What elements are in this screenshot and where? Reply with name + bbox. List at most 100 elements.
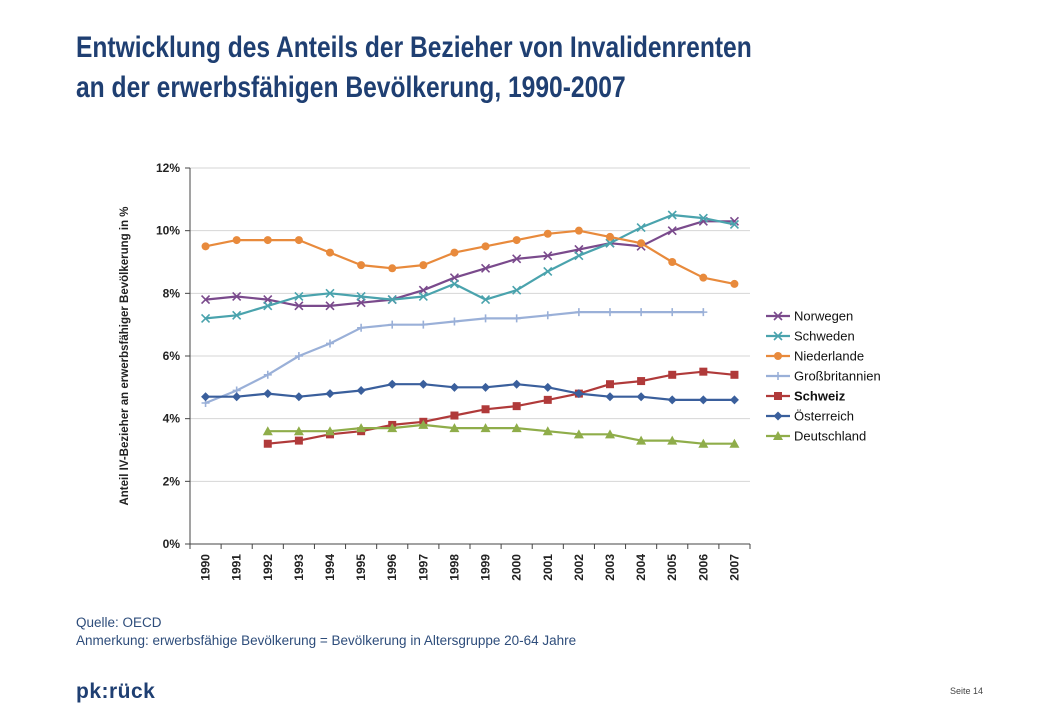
data-point-norwegen — [667, 226, 677, 236]
data-point-schweden — [200, 313, 211, 323]
data-point-deutschland — [480, 423, 491, 433]
series-line-norwegen — [205, 220, 735, 307]
data-point-schweden — [449, 279, 460, 289]
data-point-schweden — [387, 295, 397, 305]
data-point-schweiz — [263, 439, 272, 448]
legend-marker-niederlande — [774, 352, 782, 360]
data-point-gro-britannien — [419, 320, 428, 329]
data-point-deutschland — [542, 426, 553, 436]
data-point-norwegen — [200, 295, 211, 305]
data-point--sterreich — [605, 392, 615, 402]
legend-label-schweiz: Schweiz — [794, 389, 846, 404]
y-tick-label: 2% — [163, 474, 181, 488]
data-point-deutschland — [729, 438, 740, 448]
x-tick-label: 2001 — [541, 554, 555, 581]
data-point-schweden — [325, 288, 335, 298]
data-point-gro-britannien — [574, 308, 583, 317]
x-tick-label: 2000 — [510, 554, 524, 581]
data-point-niederlande — [730, 279, 739, 288]
data-point-deutschland — [698, 438, 709, 448]
series-line-deutschland — [267, 423, 735, 445]
data-point-niederlande — [419, 261, 428, 270]
data-point-niederlande — [201, 242, 210, 251]
data-point-schweden — [698, 213, 708, 223]
x-tick-label: 2007 — [727, 554, 741, 581]
data-point--sterreich — [698, 395, 708, 405]
x-tick-label: 2005 — [665, 554, 679, 581]
data-point-schweiz — [668, 370, 677, 379]
data-point-schweden — [512, 285, 522, 295]
data-point-norwegen — [543, 251, 553, 261]
x-tick-label: 1996 — [385, 554, 399, 581]
data-point-schweden — [263, 301, 273, 311]
x-tick-label: 2006 — [696, 554, 710, 581]
data-point-norwegen — [325, 301, 335, 311]
page-number: Seite 14 — [950, 686, 984, 696]
data-point-deutschland — [293, 426, 304, 436]
y-tick-label: 6% — [163, 349, 181, 363]
legend-label-norwegen: Norwegen — [794, 309, 853, 324]
data-point-deutschland — [418, 419, 429, 429]
data-point-deutschland — [356, 423, 367, 433]
data-point-niederlande — [512, 236, 521, 245]
legend-marker-deutschland — [773, 431, 783, 440]
chart-notes: Quelle: OECD Anmerkung: erwerbsfähige Be… — [76, 614, 576, 650]
data-point--sterreich — [356, 385, 366, 395]
data-point--sterreich — [729, 395, 739, 405]
y-tick-label: 8% — [163, 286, 181, 300]
x-tick-label: 1994 — [323, 554, 337, 581]
data-point-schweden — [543, 266, 553, 276]
page-title: Entwicklung des Anteils der Bezieher von… — [76, 28, 847, 108]
data-point--sterreich — [449, 382, 459, 392]
legend-label-gro-britannien: Großbritannien — [794, 369, 881, 384]
legend-marker-gro-britannien — [774, 372, 782, 380]
x-tick-label: 1990 — [199, 554, 213, 581]
data-point-gro-britannien — [699, 308, 708, 317]
x-tick-label: 2004 — [634, 554, 648, 581]
data-point-schweiz — [294, 436, 303, 445]
data-point-niederlande — [326, 248, 334, 257]
data-point-deutschland — [573, 429, 584, 439]
data-point-deutschland — [636, 435, 647, 445]
data-point-deutschland — [449, 423, 460, 433]
data-point-schweiz — [699, 367, 708, 376]
y-tick-label: 0% — [163, 537, 181, 551]
legend-marker-norwegen — [773, 311, 783, 321]
data-point-norwegen — [294, 301, 304, 311]
data-point-niederlande — [450, 248, 459, 257]
data-point-schweden — [574, 251, 584, 261]
x-tick-label: 1995 — [354, 554, 368, 581]
data-point-schweiz — [543, 395, 552, 404]
data-point-norwegen — [480, 263, 491, 273]
y-tick-label: 12% — [156, 161, 180, 175]
data-point-niederlande — [574, 226, 583, 235]
data-point-schweiz — [450, 411, 459, 420]
series-line-schweden — [205, 213, 735, 320]
series-line-niederlande — [205, 229, 735, 285]
data-point--sterreich — [263, 389, 273, 399]
data-point-niederlande — [637, 239, 646, 248]
data-point-gro-britannien — [263, 370, 272, 379]
legend-marker-schweden — [773, 331, 783, 341]
legend-label-deutschland: Deutschland — [794, 429, 866, 444]
data-point-norwegen — [232, 291, 242, 302]
data-point-deutschland — [387, 423, 398, 433]
legend-marker--sterreich — [773, 411, 783, 421]
x-tick-label: 1991 — [230, 554, 244, 581]
data-point--sterreich — [418, 379, 428, 389]
data-point-niederlande — [263, 236, 272, 245]
series-line-schweiz — [267, 370, 735, 445]
data-point-schweden — [480, 295, 491, 305]
x-tick-label: 2002 — [572, 554, 586, 581]
data-point-gro-britannien — [294, 352, 303, 360]
data-point-gro-britannien — [481, 314, 490, 323]
title-line-1: Entwicklung des Anteils der Bezieher von… — [76, 31, 752, 64]
data-point-deutschland — [605, 429, 615, 439]
data-point-niederlande — [388, 264, 397, 273]
x-tick-label: 1999 — [479, 554, 493, 581]
data-point-niederlande — [543, 229, 552, 238]
data-point-niederlande — [699, 273, 708, 282]
data-point--sterreich — [543, 382, 553, 392]
x-tick-label: 1997 — [416, 554, 430, 581]
data-point--sterreich — [574, 389, 584, 399]
